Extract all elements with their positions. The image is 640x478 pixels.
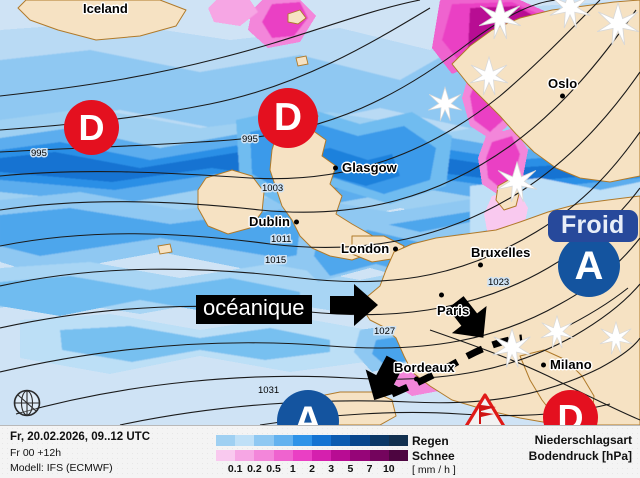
label-text: Glasgow bbox=[342, 160, 397, 175]
legend-title-precip-type: Niederschlagsart bbox=[534, 433, 632, 447]
legend-titles: Niederschlagsart Bodendruck [hPa] bbox=[529, 432, 632, 464]
city-dot bbox=[560, 93, 565, 99]
label-text: Dublin bbox=[249, 214, 291, 229]
oceanique-annotation: océanique bbox=[196, 295, 312, 324]
rain-scale-swatch bbox=[331, 435, 351, 446]
globe-icon[interactable] bbox=[12, 388, 42, 418]
label-text: Milano bbox=[550, 357, 592, 372]
pressure-center-high-iberia[interactable]: A bbox=[277, 390, 339, 425]
precip-scale-tick: 5 bbox=[347, 463, 354, 475]
rain-legend-label: Regen bbox=[412, 434, 449, 448]
snow-scale-swatch bbox=[331, 450, 351, 461]
label-text: Bruxelles bbox=[471, 245, 531, 260]
precip-scale-tick: 0.2 bbox=[247, 463, 262, 475]
svg-text:995: 995 bbox=[242, 134, 258, 145]
svg-text:995: 995 bbox=[31, 148, 47, 159]
svg-text:1027: 1027 bbox=[374, 326, 395, 337]
precip-scale-tick: 0.1 bbox=[227, 463, 243, 475]
city-dot bbox=[294, 219, 300, 224]
snow-color-scale bbox=[216, 450, 409, 461]
pressure-center-label: A bbox=[574, 243, 604, 288]
rain-scale-swatch bbox=[388, 435, 409, 446]
city-label-bordeaux: Bordeaux bbox=[394, 360, 455, 382]
label-text: Oslo bbox=[548, 76, 578, 91]
forecast-model: Modell: IFS (ECMWF) bbox=[10, 462, 113, 474]
snow-scale-swatch bbox=[312, 450, 332, 461]
city-label-london: London bbox=[341, 241, 399, 256]
cold-air-badge-label: Froid bbox=[561, 211, 625, 239]
svg-text:1003: 1003 bbox=[262, 183, 283, 194]
pressure-center-low-atlantic-north[interactable]: D bbox=[258, 88, 318, 148]
snow-legend-label: Schnee bbox=[412, 449, 455, 463]
precip-unit-label: [ mm / h ] bbox=[412, 464, 456, 476]
legend-title-surface-pressure: Bodendruck [hPa] bbox=[528, 449, 632, 464]
precip-scale-tick: 7 bbox=[366, 463, 373, 475]
svg-text:1023: 1023 bbox=[488, 277, 509, 288]
pressure-center-label: D bbox=[78, 106, 105, 148]
snow-scale-swatch bbox=[216, 450, 236, 461]
city-dot bbox=[478, 262, 483, 268]
precip-scale-tick: 3 bbox=[328, 463, 335, 475]
precip-scale-tick: 0.5 bbox=[266, 463, 281, 475]
snow-scale-swatch bbox=[350, 450, 370, 461]
rain-scale-swatch bbox=[350, 435, 370, 446]
pressure-center-label: A bbox=[293, 398, 323, 426]
city-label-oslo: Oslo bbox=[548, 76, 578, 99]
weather-map-canvas[interactable]: 995 995 1003 1011 1015 1023 1027 1031 bbox=[0, 0, 640, 425]
snow-scale-swatch bbox=[388, 450, 409, 461]
snow-scale-swatch bbox=[273, 450, 293, 461]
cold-air-badge: Froid bbox=[548, 210, 638, 243]
svg-text:1011: 1011 bbox=[271, 234, 291, 245]
city-dot bbox=[333, 165, 338, 170]
label-text: Iceland bbox=[83, 1, 128, 16]
city-dot bbox=[439, 292, 444, 298]
snow-scale-swatch bbox=[292, 450, 313, 461]
city-dot bbox=[393, 246, 399, 251]
city-label-bruxelles: Bruxelles bbox=[471, 245, 531, 268]
oceanique-annotation-label: océanique bbox=[203, 295, 305, 320]
rain-scale-swatch bbox=[216, 435, 236, 446]
label-text: Bordeaux bbox=[394, 360, 455, 375]
rain-scale-swatch bbox=[292, 435, 313, 446]
map-footer: Fr, 20.02.2026, 09..12 UTC Fr 00 +12h Mo… bbox=[0, 425, 640, 478]
city-label-glasgow: Glasgow bbox=[333, 160, 397, 175]
snow-scale-swatch bbox=[369, 450, 389, 461]
forecast-valid-time: Fr, 20.02.2026, 09..12 UTC bbox=[10, 431, 151, 443]
svg-text:1015: 1015 bbox=[265, 255, 286, 266]
rain-scale-swatch bbox=[273, 435, 293, 446]
pressure-center-label: D bbox=[273, 96, 303, 139]
city-label-paris: Paris bbox=[437, 292, 470, 318]
snow-scale-swatch bbox=[235, 450, 255, 461]
snow-scale-swatch bbox=[254, 450, 274, 461]
city-label-dublin: Dublin bbox=[249, 214, 300, 229]
city-dot bbox=[541, 362, 546, 367]
rain-scale-swatch bbox=[254, 435, 274, 446]
label-text: Paris bbox=[437, 303, 470, 318]
oceanique-arrow bbox=[330, 284, 378, 326]
city-dot bbox=[414, 376, 419, 382]
rain-scale-swatch bbox=[235, 435, 255, 446]
label-text: London bbox=[341, 241, 390, 256]
pressure-center-low-atlantic-west[interactable]: D bbox=[64, 100, 119, 155]
rain-scale-swatch bbox=[312, 435, 332, 446]
precip-scale-tick: 1 bbox=[289, 463, 296, 475]
precip-scale-tick: 2 bbox=[309, 463, 315, 475]
wind-warning-icon[interactable] bbox=[463, 393, 507, 425]
city-label-milano: Milano bbox=[541, 357, 592, 372]
forecast-run-step: Fr 00 +12h bbox=[10, 447, 62, 459]
pressure-center-high-central-europe[interactable]: A bbox=[558, 235, 620, 297]
precip-scale-ticks: 0.1 0.2 0.5 1 2 3 5 7 10 bbox=[216, 463, 408, 476]
svg-text:1031: 1031 bbox=[258, 385, 279, 396]
rain-scale-swatch bbox=[369, 435, 389, 446]
pressure-center-label: D bbox=[557, 396, 584, 426]
country-label-iceland: Iceland bbox=[83, 1, 128, 16]
rain-color-scale bbox=[216, 435, 409, 446]
precip-scale-tick: 10 bbox=[382, 463, 395, 475]
